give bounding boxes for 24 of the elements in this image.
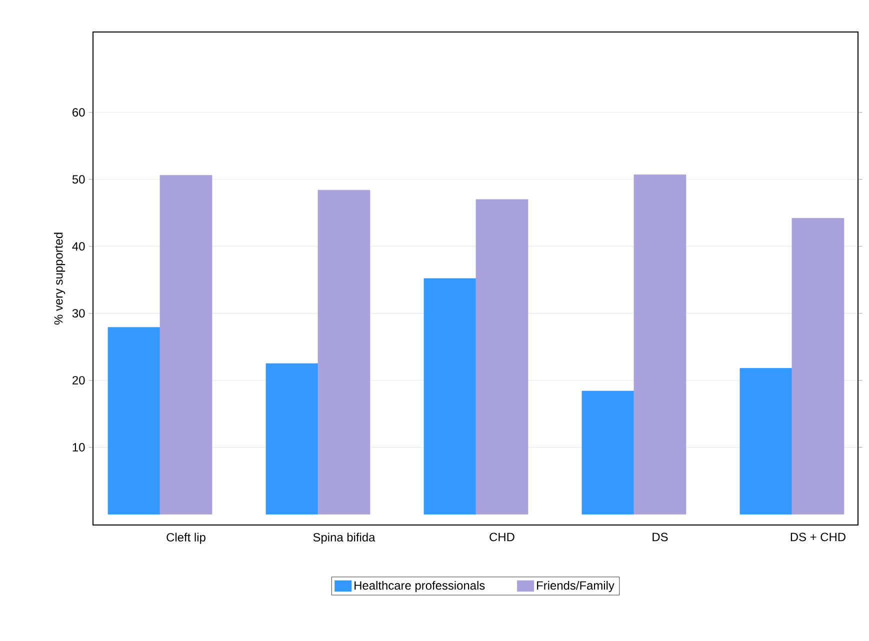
- x-tick-label: DS + CHD: [790, 532, 846, 542]
- y-tick-label: 40: [72, 242, 85, 251]
- y-tick-label: 30: [72, 309, 85, 318]
- bar: [476, 199, 528, 514]
- x-tick-label: Spina bifida: [313, 532, 376, 544]
- bar: [108, 327, 160, 514]
- x-tick-label: DS: [652, 532, 668, 542]
- x-tick-label: Cleft lip: [166, 532, 206, 544]
- x-tick-label: CHD: [490, 532, 514, 542]
- bar: [792, 218, 844, 514]
- y-tick-label: 60: [72, 108, 85, 117]
- y-axis-title: % very supported: [54, 232, 66, 325]
- legend-label: Friends/Family: [537, 580, 614, 592]
- y-tick-label: 10: [72, 443, 85, 452]
- bar: [424, 278, 476, 514]
- bar: [160, 175, 212, 514]
- bar: [582, 390, 634, 514]
- y-tick-label: 50: [72, 175, 85, 184]
- bar: [634, 174, 686, 514]
- legend-label: Healthcare professionals: [354, 580, 485, 592]
- bar: [266, 363, 318, 514]
- bar: [740, 368, 792, 514]
- bar: [318, 190, 370, 514]
- y-tick-label: 20: [72, 376, 85, 385]
